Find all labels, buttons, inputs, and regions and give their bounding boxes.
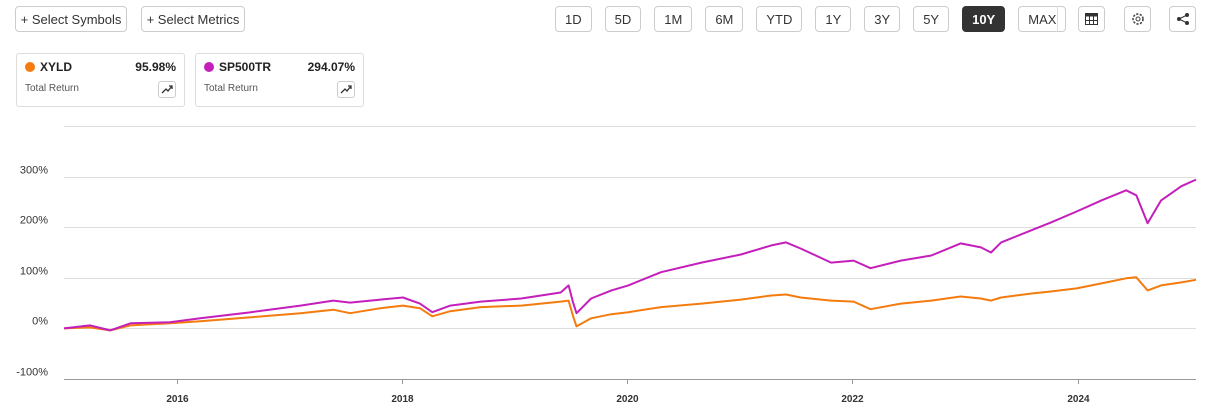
x-tick-label: 2024: [1067, 394, 1090, 405]
table-button[interactable]: [1078, 6, 1105, 32]
separator: [1057, 6, 1058, 32]
series-line: [63, 276, 1197, 332]
range-button[interactable]: 5D: [604, 6, 642, 32]
y-tick-label: 100%: [20, 266, 48, 278]
range-button[interactable]: 1M: [654, 6, 693, 32]
range-button[interactable]: 1D: [555, 6, 592, 32]
legend-metric: Total Return: [204, 83, 258, 94]
range-button[interactable]: 5Y: [913, 6, 950, 32]
range-button[interactable]: 1Y: [815, 6, 852, 32]
y-tick-label: -100%: [16, 367, 48, 379]
range-button[interactable]: 6M: [705, 6, 744, 32]
range-button[interactable]: 3Y: [864, 6, 901, 32]
legend-row: XYLD 95.98%: [25, 60, 176, 74]
legend-label: XYLD: [40, 60, 73, 74]
select-symbols-button[interactable]: + Select Symbols: [15, 6, 127, 32]
share-icon: [1176, 13, 1189, 25]
range-button[interactable]: 10Y: [962, 6, 1006, 32]
settings-button[interactable]: [1124, 6, 1151, 32]
legend-name: SP500TR: [204, 60, 271, 74]
x-tick-label: 2018: [391, 394, 414, 405]
range-button[interactable]: YTD: [756, 6, 803, 32]
y-tick-label: 200%: [20, 215, 48, 227]
legend-label: SP500TR: [219, 60, 272, 74]
trend-icon: [161, 85, 173, 94]
x-tick-label: 2020: [616, 394, 639, 405]
legend-value: 95.98%: [135, 60, 176, 74]
range-selector: 1D 5D 1M 6M YTD 1Y 3Y 5Y 10Y MAX: [555, 0, 1067, 32]
x-tick-label: 2016: [166, 394, 189, 405]
trend-button[interactable]: [158, 81, 176, 98]
y-tick-label: 300%: [20, 165, 48, 177]
range-button[interactable]: MAX: [1018, 6, 1067, 32]
x-tick-label: 2022: [841, 394, 864, 405]
legend-card[interactable]: SP500TR 294.07% Total Return: [195, 53, 364, 107]
y-tick-label: 0%: [32, 316, 48, 328]
table-icon: [1085, 13, 1098, 25]
legend-name: XYLD: [25, 60, 72, 74]
trend-icon: [340, 85, 352, 94]
legend-value: 294.07%: [307, 60, 355, 74]
trend-button[interactable]: [337, 81, 355, 98]
legend-dot: [25, 62, 35, 72]
settings-icon: [1131, 13, 1144, 25]
legend-card[interactable]: XYLD 95.98% Total Return: [16, 53, 185, 107]
select-metrics-button[interactable]: + Select Metrics: [141, 6, 245, 32]
legend-row: SP500TR 294.07%: [204, 60, 355, 74]
share-button[interactable]: [1169, 6, 1196, 32]
series-line: [63, 178, 1197, 332]
legend-dot: [204, 62, 214, 72]
legend-metric: Total Return: [25, 83, 79, 94]
